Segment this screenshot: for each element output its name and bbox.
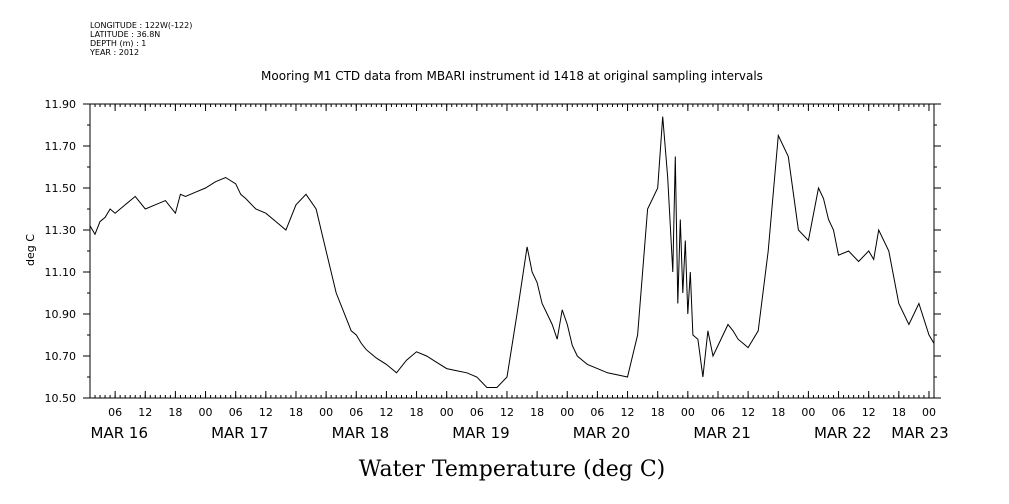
day-label: MAR 17	[211, 424, 268, 442]
x-tick-label: 18	[410, 406, 424, 419]
day-label: MAR 22	[814, 424, 871, 442]
x-tick-label: 12	[741, 406, 755, 419]
x-axis-label: Water Temperature (deg C)	[359, 457, 666, 482]
x-tick-label: 00	[199, 406, 213, 419]
x-tick-label: 00	[801, 406, 815, 419]
chart-title: Mooring M1 CTD data from MBARI instrumen…	[261, 69, 763, 83]
y-tick-label: 11.10	[45, 266, 77, 279]
x-tick-label: 18	[530, 406, 544, 419]
metadata-block: LONGITUDE : 122W(-122) LATITUDE : 36.8N …	[90, 21, 192, 57]
x-tick-label: 18	[651, 406, 665, 419]
x-tick-label: 12	[138, 406, 152, 419]
x-tick-label: 06	[229, 406, 243, 419]
day-label: MAR 18	[332, 424, 389, 442]
x-tick-label: 12	[379, 406, 393, 419]
x-tick-label: 06	[349, 406, 363, 419]
x-tick-label: 00	[681, 406, 695, 419]
x-tick-label: 12	[621, 406, 635, 419]
y-tick-label: 10.70	[45, 350, 77, 363]
day-label: MAR 23	[891, 424, 948, 442]
x-tick-label: 18	[168, 406, 182, 419]
y-tick-label: 11.70	[45, 140, 77, 153]
y-axis-label: deg C	[24, 234, 37, 266]
x-tick-label: 12	[259, 406, 273, 419]
x-tick-label: 00	[560, 406, 574, 419]
y-tick-label: 10.50	[45, 392, 77, 405]
day-label: MAR 19	[452, 424, 509, 442]
x-tick-label: 00	[319, 406, 333, 419]
longitude-label: LONGITUDE : 122W(-122)	[90, 21, 193, 30]
x-tick-label: 18	[892, 406, 906, 419]
latitude-label: LATITUDE : 36.8N	[90, 30, 161, 39]
y-tick-label: 11.90	[45, 98, 77, 111]
x-tick-label: 00	[922, 406, 936, 419]
x-tick-label: 06	[108, 406, 122, 419]
x-tick-label: 06	[470, 406, 484, 419]
x-tick-label: 06	[832, 406, 846, 419]
day-label: MAR 16	[91, 424, 148, 442]
year-label: YEAR : 2012	[90, 48, 140, 57]
x-tick-label: 12	[862, 406, 876, 419]
plot-frame	[89, 103, 935, 399]
day-label: MAR 21	[693, 424, 750, 442]
x-tick-label: 06	[590, 406, 604, 419]
x-tick-label: 18	[289, 406, 303, 419]
x-tick-label: 12	[500, 406, 514, 419]
y-tick-label: 10.90	[45, 308, 77, 321]
y-tick-label: 11.50	[45, 182, 77, 195]
x-tick-label: 06	[711, 406, 725, 419]
depth-label: DEPTH (m) : 1	[90, 39, 147, 48]
x-tick-label: 18	[771, 406, 785, 419]
temperature-series-line	[89, 116, 935, 388]
x-tick-label: 00	[440, 406, 454, 419]
day-label: MAR 20	[573, 424, 630, 442]
y-tick-label: 11.30	[45, 224, 77, 237]
